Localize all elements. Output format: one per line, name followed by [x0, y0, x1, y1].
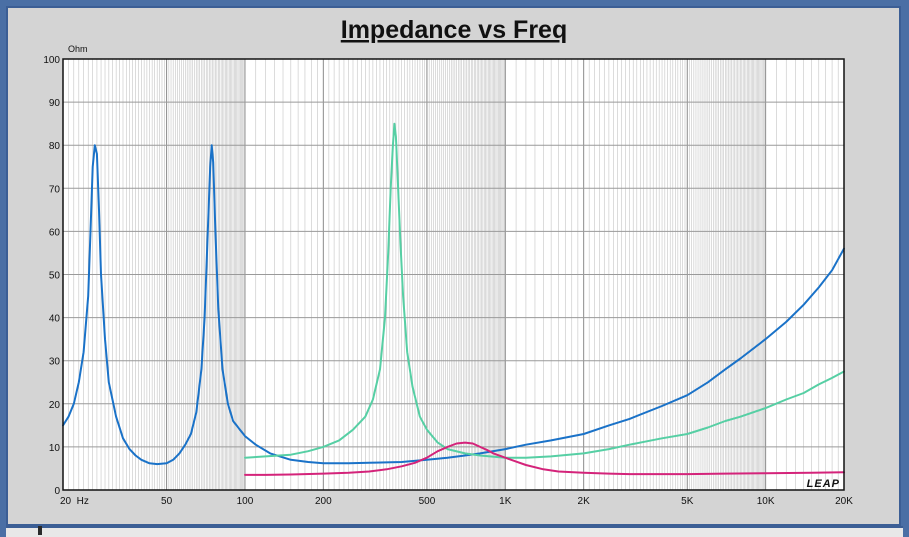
leap-logo: LEAP	[807, 478, 840, 490]
x-tick-label: 20 Hz	[60, 496, 89, 507]
x-tick-label: 100	[237, 496, 254, 507]
bottom-strip	[6, 526, 903, 537]
x-tick-label: 200	[315, 496, 332, 507]
y-tick-label: 20	[49, 400, 61, 411]
y-tick-label: 0	[54, 486, 60, 497]
major-gridlines	[63, 59, 844, 490]
series-line-1	[62, 144, 845, 466]
y-tick-label: 90	[49, 98, 61, 109]
x-tick-label: 2K	[578, 496, 591, 507]
x-tick-labels: 20 Hz 50 100 200 500 1K 2K 5K 10K 20K	[60, 496, 853, 507]
plot-border	[62, 58, 845, 491]
x-tick-label: 1K	[499, 496, 512, 507]
y-tick-label: 60	[49, 227, 61, 238]
series-line-3	[244, 441, 845, 476]
y-tick-label: 70	[49, 184, 61, 195]
x-tick-label: 50	[161, 496, 173, 507]
y-tick-label: 50	[49, 271, 61, 282]
y-tick-label: 40	[49, 314, 61, 325]
x-tick-label: 20K	[835, 496, 853, 507]
x-tick-label: 5K	[681, 496, 694, 507]
y-axis-unit-label: Ohm	[68, 44, 88, 54]
series-line-2	[244, 122, 845, 459]
chart-title: Impedance vs Freq	[341, 16, 567, 44]
bottom-notch	[38, 526, 42, 535]
x-tick-label: 10K	[757, 496, 775, 507]
x-tick-label: 500	[419, 496, 436, 507]
y-tick-label: 10	[49, 443, 61, 454]
y-tick-label: 100	[43, 55, 60, 66]
series-layer	[62, 122, 845, 476]
y-tick-label: 80	[49, 141, 61, 152]
y-tick-labels: 0 10 20 30 40 50 60 70 80 90 100	[43, 55, 60, 497]
y-tick-label: 30	[49, 357, 61, 368]
